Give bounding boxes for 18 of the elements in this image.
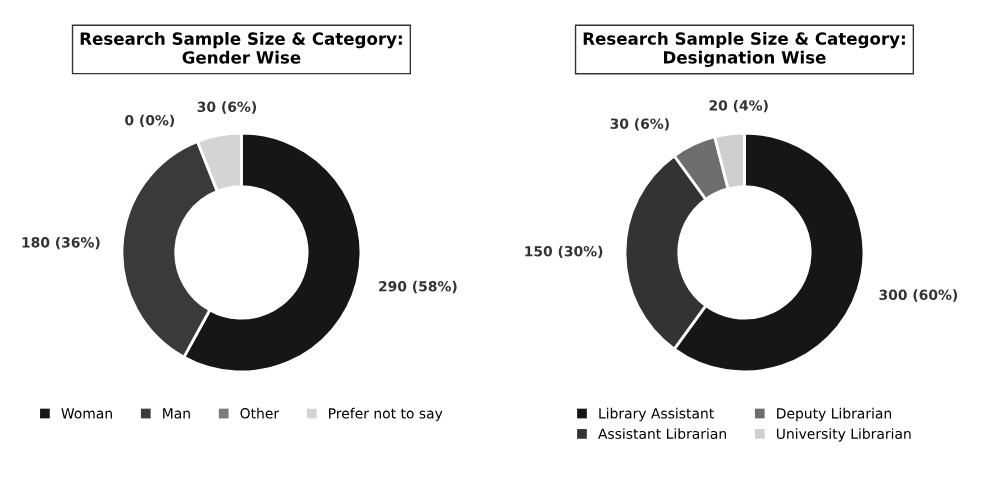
data-label: 30 (6%) [197,101,256,114]
text: 0 (0%) [125,114,175,128]
legend-label: Assistant Librarian [598,428,726,439]
legend-label: Woman [61,408,112,419]
data-label: 150 (30%) [525,245,603,259]
chart-title: Research Sample Size & Category: Gender Wise [80,32,402,64]
chart-title: Research Sample Size & Category: Designation Wise [583,31,905,68]
legend-label: Prefer not to say [329,407,443,422]
data-label: 290 (58%) [379,280,457,294]
legend-label: Other [240,407,280,419]
data-label: 30 (6%) [610,118,669,131]
legend-label: University Librarian [776,428,911,442]
legend-label: Deputy Librarian [777,407,892,422]
data-label: 300 (60%) [879,289,958,302]
legend-label: Library Assistant [599,407,714,422]
legend-label: Man [163,408,190,419]
data-label: 180 (36%) [22,236,100,250]
data-label: 20 (4%) [709,99,768,113]
